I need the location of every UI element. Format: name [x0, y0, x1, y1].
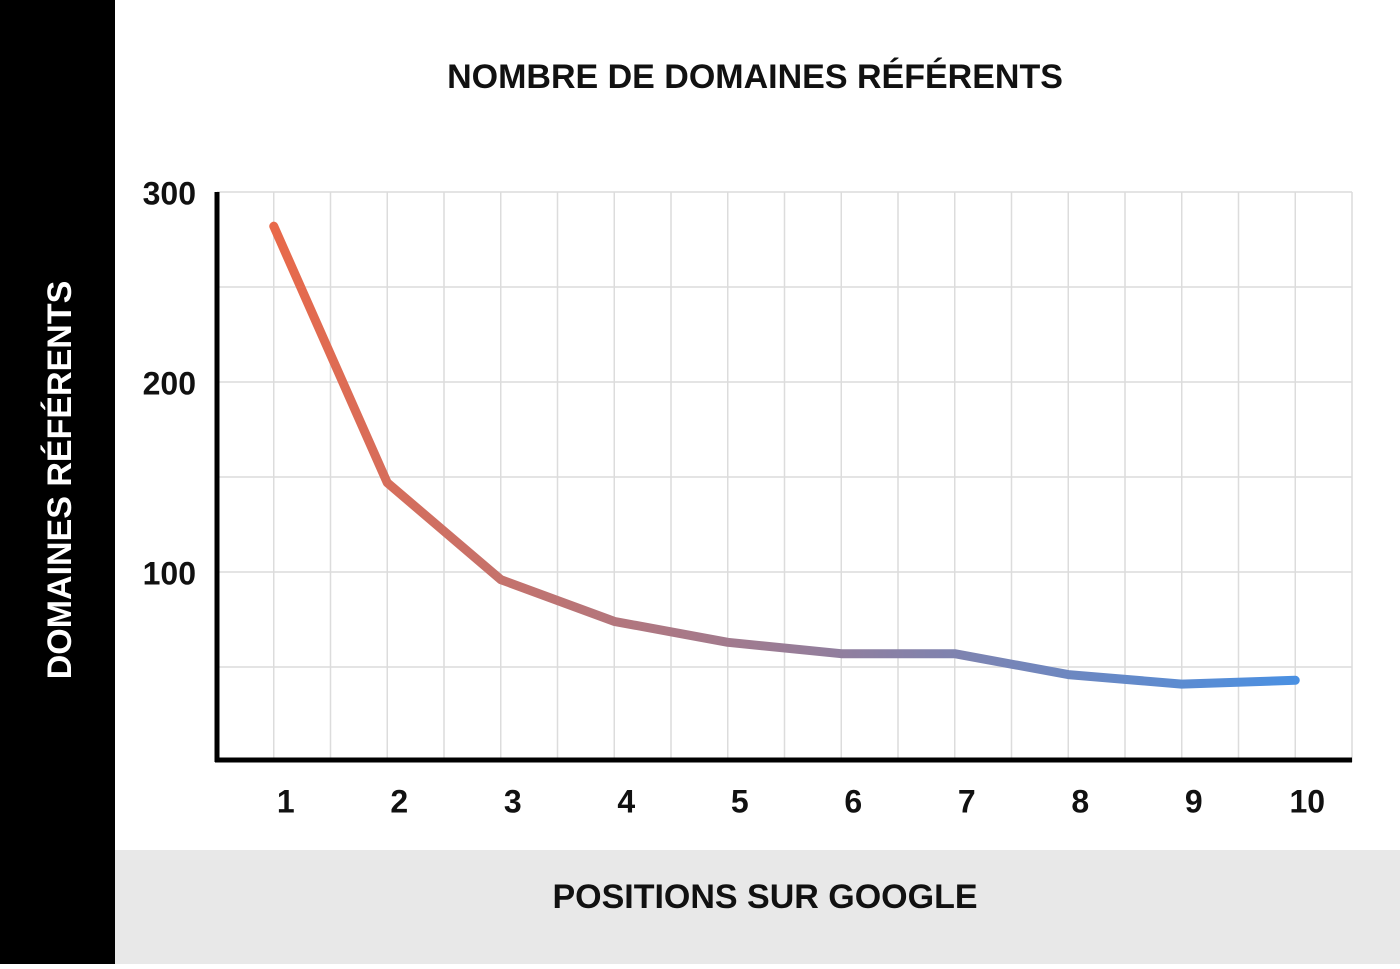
plot: 100 200 300 1 2 3 4 5 6 7 8 9 10 — [143, 175, 1352, 819]
x-tick-label: 8 — [1071, 783, 1089, 819]
y-tick-label: 100 — [143, 555, 196, 591]
x-tick-label: 2 — [390, 783, 408, 819]
x-tick-label: 4 — [617, 783, 635, 819]
x-label-band — [115, 850, 1400, 964]
x-tick-label: 5 — [731, 783, 749, 819]
y-tick-label: 200 — [143, 365, 196, 401]
chart-title: NOMBRE DE DOMAINES RÉFÉRENTS — [447, 58, 1063, 96]
line — [269, 221, 1300, 689]
x-tick-label: 3 — [504, 783, 522, 819]
grid — [217, 191, 1353, 762]
x-tick-label: 9 — [1185, 783, 1203, 819]
x-tick-label: 10 — [1289, 783, 1325, 819]
x-tick-label: 1 — [277, 783, 295, 819]
y-label-band — [0, 0, 115, 964]
x-tick-label: 7 — [958, 783, 976, 819]
y-axis-label: DOMAINES RÉFÉRENTS — [41, 281, 79, 680]
x-axis-label: POSITIONS SUR GOOGLE — [552, 878, 977, 916]
y-tick-label: 300 — [143, 175, 196, 211]
x-tick-label: 6 — [844, 783, 862, 819]
